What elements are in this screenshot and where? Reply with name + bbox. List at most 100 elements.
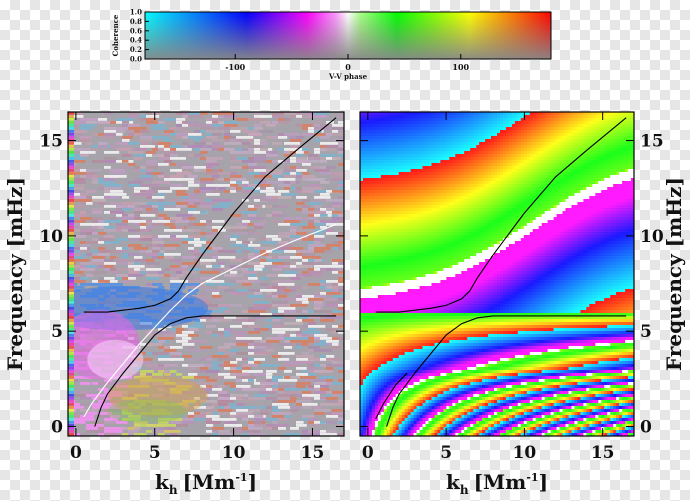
phase-cell bbox=[494, 142, 498, 146]
low-k-strip-cell bbox=[68, 250, 74, 253]
heatmap-cell bbox=[212, 112, 222, 115]
phase-cell bbox=[401, 172, 406, 176]
heatmap-cell bbox=[332, 346, 342, 349]
heatmap-cell bbox=[128, 229, 139, 232]
y-axis-label: Frequency [mHz] bbox=[3, 177, 27, 371]
phase-cell bbox=[511, 196, 516, 200]
phase-cell bbox=[622, 121, 626, 125]
phase-cell bbox=[422, 181, 427, 185]
phase-cell bbox=[508, 193, 513, 197]
heatmap-cell bbox=[98, 382, 113, 385]
phase-cell bbox=[482, 199, 486, 203]
heatmap-cell bbox=[80, 409, 98, 412]
phase-cell bbox=[538, 163, 543, 167]
phase-cell bbox=[598, 115, 602, 119]
heatmap-cell bbox=[260, 379, 270, 382]
phase-cell bbox=[574, 148, 578, 152]
heatmap-cell bbox=[98, 412, 112, 415]
phase-cell bbox=[491, 181, 495, 185]
phase-cell bbox=[595, 148, 599, 152]
phase-cell bbox=[520, 190, 525, 194]
heatmap-cell bbox=[284, 310, 298, 313]
low-k-strip-cell bbox=[68, 226, 74, 229]
heatmap-cell bbox=[296, 202, 305, 205]
phase-cell bbox=[550, 130, 555, 134]
phase-cell bbox=[368, 184, 373, 188]
phase-cell bbox=[541, 154, 546, 158]
heatmap-cell bbox=[152, 112, 161, 115]
heatmap-cell bbox=[158, 271, 165, 274]
phase-cell bbox=[520, 193, 525, 197]
phase-cell bbox=[520, 127, 525, 131]
phase-cell bbox=[413, 121, 418, 125]
phase-cell bbox=[485, 160, 489, 164]
phase-cell bbox=[529, 199, 534, 203]
phase-cell bbox=[583, 142, 587, 146]
phase-cell bbox=[407, 127, 412, 131]
phase-cell bbox=[491, 118, 495, 122]
phase-cell bbox=[532, 181, 537, 185]
phase-cell bbox=[458, 190, 462, 194]
phase-cell bbox=[401, 139, 406, 143]
heatmap-cell bbox=[200, 151, 208, 154]
phase-cell bbox=[386, 187, 391, 191]
phase-cell bbox=[625, 193, 629, 197]
phase-cell bbox=[485, 148, 489, 152]
heatmap-cell bbox=[236, 289, 255, 292]
phase-cell bbox=[416, 178, 421, 182]
phase-cell bbox=[601, 127, 605, 131]
heatmap-cell bbox=[296, 319, 303, 322]
phase-cell bbox=[443, 157, 447, 161]
heatmap-cell bbox=[194, 244, 202, 247]
heatmap-cell bbox=[236, 151, 255, 154]
low-k-strip-cell bbox=[68, 205, 74, 208]
phase-cell bbox=[377, 112, 382, 116]
phase-cell bbox=[431, 154, 436, 158]
phase-cell bbox=[452, 160, 456, 164]
heatmap-cell bbox=[254, 361, 261, 364]
heatmap-cell bbox=[74, 286, 85, 289]
phase-cell bbox=[598, 172, 602, 176]
phase-cell bbox=[440, 118, 444, 122]
phase-cell bbox=[389, 172, 394, 176]
heatmap-cell bbox=[308, 220, 315, 223]
phase-cell bbox=[449, 196, 453, 200]
heatmap-cell bbox=[332, 205, 341, 208]
phase-cell bbox=[631, 166, 634, 170]
phase-cell bbox=[491, 121, 495, 125]
phase-cell bbox=[494, 112, 498, 116]
phase-cell bbox=[595, 118, 599, 122]
phase-cell bbox=[589, 163, 593, 167]
phase-cell bbox=[437, 115, 441, 119]
heatmap-cell bbox=[302, 391, 312, 394]
phase-cell bbox=[553, 136, 558, 140]
heatmap-cell bbox=[314, 199, 328, 202]
heatmap-cell bbox=[320, 166, 327, 169]
phase-cell bbox=[461, 148, 465, 152]
phase-cell bbox=[374, 160, 379, 164]
phase-cell bbox=[550, 112, 555, 116]
phase-cell bbox=[565, 136, 570, 140]
phase-cell bbox=[583, 154, 587, 158]
phase-cell bbox=[616, 160, 620, 164]
heatmap-cell bbox=[248, 148, 259, 151]
y-tick-label: 0 bbox=[51, 417, 63, 437]
phase-cell bbox=[547, 181, 552, 185]
heatmap-cell bbox=[284, 361, 301, 364]
phase-cell bbox=[520, 139, 525, 143]
heatmap-cell bbox=[320, 370, 333, 373]
phase-cell bbox=[473, 175, 477, 179]
heatmap-cell bbox=[104, 220, 123, 223]
heatmap-cell bbox=[308, 241, 316, 244]
phase-cell bbox=[488, 118, 492, 122]
heatmap-cell bbox=[74, 256, 85, 259]
low-k-strip-cell bbox=[68, 130, 74, 133]
phase-cell bbox=[565, 169, 570, 173]
phase-cell bbox=[392, 169, 397, 173]
heatmap-cell bbox=[266, 295, 278, 298]
heatmap-cell bbox=[290, 409, 299, 412]
heatmap-cell bbox=[242, 259, 250, 262]
phase-cell bbox=[455, 121, 459, 125]
phase-cell bbox=[500, 154, 504, 158]
heatmap-cell bbox=[296, 298, 309, 301]
